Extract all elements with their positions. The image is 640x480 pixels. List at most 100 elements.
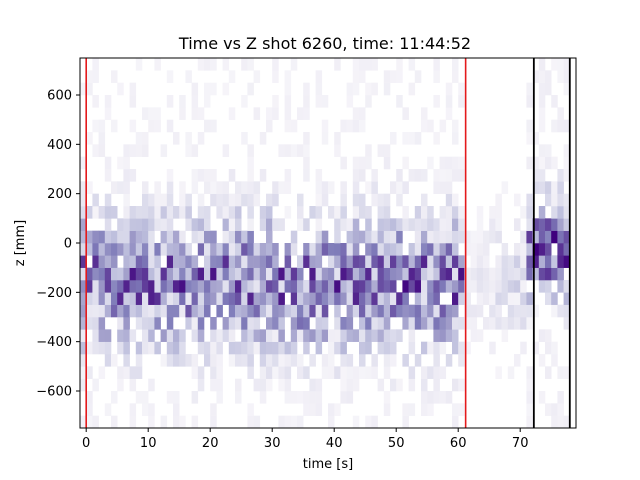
heatmap-cell xyxy=(111,304,118,318)
heatmap-cell xyxy=(402,292,409,305)
heatmap-cell xyxy=(111,391,118,404)
heatmap-cell xyxy=(111,243,118,256)
heatmap-cell xyxy=(557,403,564,416)
heatmap-cell xyxy=(346,82,354,96)
heatmap-cell xyxy=(117,304,124,318)
heatmap-cell xyxy=(414,317,422,330)
heatmap-cell xyxy=(427,218,434,231)
heatmap-cell xyxy=(297,304,304,318)
heatmap-cell xyxy=(297,292,304,305)
heatmap-cell xyxy=(383,206,391,219)
heatmap-cell xyxy=(458,354,465,367)
heatmap-cell xyxy=(383,230,391,244)
heatmap-cell xyxy=(111,255,118,268)
heatmap-cell xyxy=(545,193,552,207)
heatmap-cell xyxy=(216,378,223,392)
heatmap-cell xyxy=(365,58,372,71)
heatmap-cell xyxy=(104,230,112,244)
heatmap-cell xyxy=(297,354,304,367)
heatmap-cell xyxy=(284,255,292,268)
heatmap-cell xyxy=(142,329,149,342)
heatmap-cell xyxy=(346,329,354,342)
heatmap-cell xyxy=(111,206,118,219)
heatmap-cell xyxy=(129,280,137,293)
heatmap-cell xyxy=(241,304,248,318)
heatmap-cell xyxy=(563,144,571,157)
heatmap-cell xyxy=(86,181,93,194)
heatmap-cell xyxy=(371,230,378,244)
heatmap-cell xyxy=(557,119,564,133)
heatmap-cell xyxy=(210,181,217,194)
heatmap-cell xyxy=(303,144,310,157)
heatmap-cell xyxy=(439,317,447,330)
heatmap-cell xyxy=(247,304,254,318)
heatmap-cell xyxy=(315,70,323,83)
y-tick-label: 400 xyxy=(47,138,72,153)
heatmap-cell xyxy=(352,119,360,133)
heatmap-cell xyxy=(352,193,360,207)
heatmap-cell xyxy=(135,354,143,367)
heatmap-cell xyxy=(228,317,236,330)
heatmap-cell xyxy=(439,267,447,281)
heatmap-cell xyxy=(104,354,112,367)
heatmap-cell xyxy=(396,255,403,268)
heatmap-cell xyxy=(117,267,124,281)
heatmap-cell xyxy=(204,304,211,318)
heatmap-cell xyxy=(154,317,161,330)
heatmap-cell xyxy=(216,354,223,367)
heatmap-cell xyxy=(476,329,484,342)
heatmap-cell xyxy=(185,280,192,293)
heatmap-cell xyxy=(204,255,211,268)
heatmap-cell xyxy=(458,267,465,281)
heatmap-cell xyxy=(427,230,434,244)
heatmap-cell xyxy=(210,366,217,379)
heatmap-cell xyxy=(228,255,236,268)
heatmap-cell xyxy=(290,292,298,305)
heatmap-cell xyxy=(160,206,168,219)
heatmap-cell xyxy=(359,354,366,367)
heatmap-cell xyxy=(383,391,391,404)
heatmap-cell xyxy=(383,366,391,379)
heatmap-cell xyxy=(142,341,149,355)
heatmap-cell xyxy=(507,292,515,305)
heatmap-cell xyxy=(340,317,347,330)
heatmap-cell xyxy=(210,341,217,355)
heatmap-cell xyxy=(129,403,137,416)
heatmap-cell xyxy=(315,193,323,207)
heatmap-cell xyxy=(104,218,112,231)
heatmap-cell xyxy=(210,243,217,256)
heatmap-cell xyxy=(86,132,93,145)
heatmap-cell xyxy=(315,95,323,108)
heatmap-cell xyxy=(371,280,378,293)
heatmap-cell xyxy=(551,292,558,305)
heatmap-cell xyxy=(476,206,484,219)
heatmap-cell xyxy=(104,206,112,219)
heatmap-cell xyxy=(352,280,360,293)
heatmap-cell xyxy=(340,354,347,367)
heatmap-cell xyxy=(210,82,217,96)
heatmap-cell xyxy=(111,267,118,281)
heatmap-cell xyxy=(563,193,571,207)
heatmap-cell xyxy=(253,243,261,256)
heatmap-cell xyxy=(340,329,347,342)
heatmap-cell xyxy=(135,255,143,268)
heatmap-cell xyxy=(86,82,93,96)
heatmap-cell xyxy=(396,230,403,244)
heatmap-cell xyxy=(216,292,223,305)
heatmap-cell xyxy=(390,218,397,231)
heatmap-cell xyxy=(253,107,261,120)
heatmap-cell xyxy=(222,280,230,293)
heatmap-cell xyxy=(538,58,546,71)
heatmap-cell xyxy=(247,354,254,367)
heatmap-cell xyxy=(235,206,242,219)
heatmap-cell xyxy=(80,341,87,355)
heatmap-cell xyxy=(210,378,217,392)
heatmap-cell xyxy=(445,193,453,207)
heatmap-cell xyxy=(352,415,360,429)
heatmap-cell xyxy=(191,329,199,342)
heatmap-cell xyxy=(204,341,211,355)
heatmap-cell xyxy=(142,317,149,330)
heatmap-cell xyxy=(185,144,192,157)
heatmap-cell xyxy=(104,403,112,416)
heatmap-cell xyxy=(284,354,292,367)
